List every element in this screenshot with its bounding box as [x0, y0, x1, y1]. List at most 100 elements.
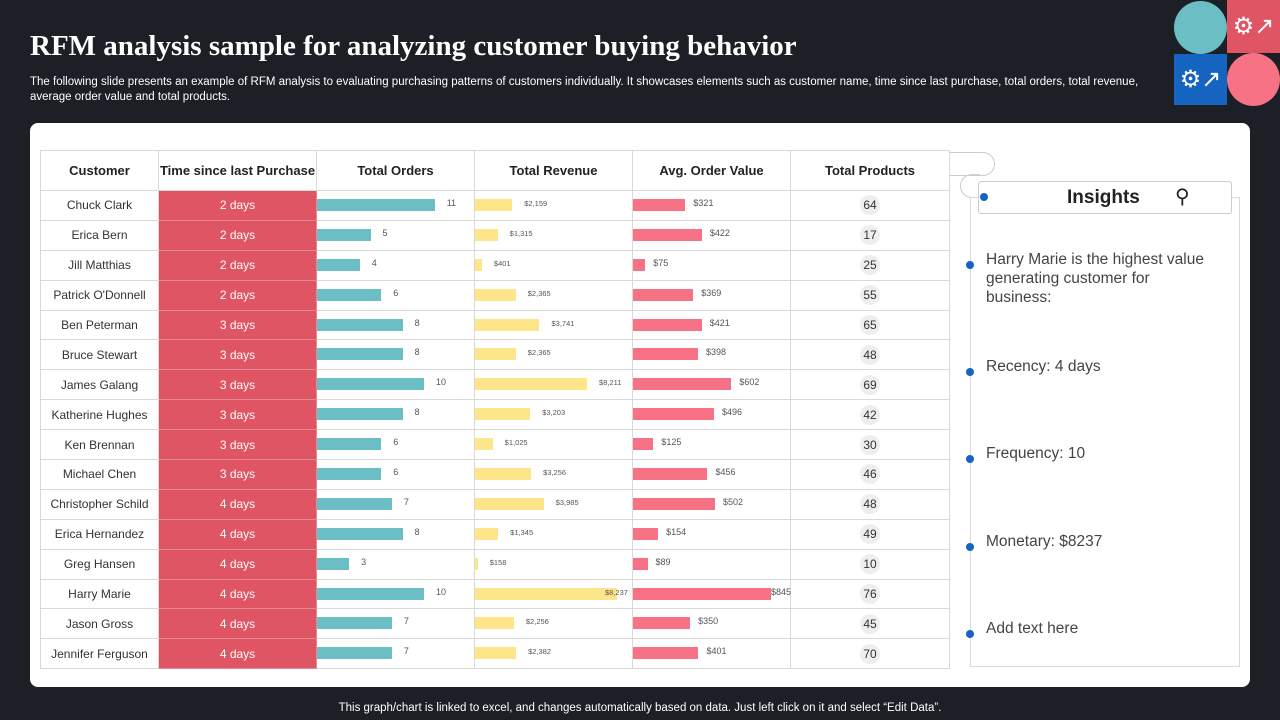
orders-cell: 10 [316, 369, 475, 401]
insights-title: Insights [1067, 187, 1140, 208]
customer-name: Bruce Stewart [40, 339, 159, 371]
orders-bar [317, 288, 382, 301]
products-count: 49 [860, 524, 880, 545]
avg-order-label: $496 [722, 407, 743, 418]
bullet-dot [966, 630, 974, 638]
avg-order-bar [633, 288, 694, 301]
products-cell: 76 [790, 578, 950, 610]
products-count: 76 [860, 584, 880, 605]
orders-bar [317, 348, 403, 361]
products-count: 55 [860, 285, 880, 306]
products-count: 30 [860, 434, 880, 455]
avg-order-cell: $89 [632, 548, 791, 580]
avg-order-label: $502 [722, 496, 743, 507]
customer-name: Jennifer Ferguson [40, 638, 159, 670]
avg-order-label: $456 [715, 467, 736, 478]
recency-cell: 3 days [158, 399, 317, 431]
avg-order-label: $845 [771, 586, 792, 597]
orders-cell: 3 [316, 548, 475, 580]
orders-bar [317, 408, 403, 421]
footer-note: This graph/chart is linked to excel, and… [338, 702, 942, 714]
avg-order-bar [633, 497, 715, 510]
revenue-cell: $1,025 [474, 429, 633, 461]
avg-order-bar [633, 527, 659, 540]
revenue-cell: $2,159 [474, 190, 633, 221]
customer-name: Greg Hansen [40, 548, 159, 580]
revenue-cell: $8,211 [474, 369, 633, 401]
orders-bar [317, 378, 424, 391]
customer-name: Ben Peterman [40, 309, 159, 341]
revenue-label: $2,365 [527, 288, 551, 298]
table-row: Jill Matthias 2 days 4 $401 $75 25 [40, 249, 950, 281]
recency-cell: 4 days [158, 518, 317, 550]
table-row: James Galang 3 days 10 $8,211 $602 69 [40, 369, 950, 401]
revenue-label: $2,382 [528, 647, 552, 657]
avg-order-label: $401 [706, 646, 727, 657]
orders-cell: 11 [316, 190, 475, 221]
products-cell: 65 [790, 309, 950, 341]
products-cell: 45 [790, 608, 950, 640]
products-count: 65 [860, 315, 880, 335]
products-count: 48 [860, 344, 880, 365]
customer-name: Erica Bern [40, 219, 159, 251]
orders-bar [317, 199, 435, 211]
table-row: Jason Gross 4 days 7 $2,256 $350 45 [40, 608, 950, 640]
avg-order-label: $350 [698, 616, 719, 627]
orders-label: 7 [403, 616, 409, 627]
orders-label: 5 [382, 227, 388, 238]
table-row: Katherine Hughes 3 days 8 $3,203 $496 42 [40, 399, 950, 431]
orders-label: 8 [414, 347, 420, 358]
table-row: Greg Hansen 4 days 3 $158 $89 10 [40, 548, 950, 580]
revenue-cell: $3,985 [474, 488, 633, 520]
orders-cell: 6 [316, 459, 475, 490]
orders-bar [317, 258, 360, 271]
orders-cell: 4 [316, 249, 475, 281]
revenue-cell: $8,237 [474, 578, 633, 610]
orders-bar [317, 497, 392, 510]
avg-order-cell: $154 [632, 518, 791, 550]
orders-label: 11 [446, 198, 457, 208]
avg-order-label: $422 [709, 227, 730, 238]
revenue-bar [475, 468, 532, 481]
orders-bar [317, 318, 403, 331]
orders-label: 7 [403, 496, 409, 507]
revenue-cell: $2,365 [474, 279, 633, 311]
products-count: 42 [860, 404, 880, 425]
avg-order-cell: $75 [632, 249, 791, 281]
customer-name: James Galang [40, 369, 159, 401]
revenue-bar [475, 228, 498, 241]
products-count: 46 [860, 464, 880, 485]
revenue-label: $3,741 [551, 318, 575, 328]
avg-order-bar [633, 468, 708, 481]
products-cell: 48 [790, 339, 950, 371]
rfm-table: Customer Time since last Purchase Total Or… [40, 150, 950, 670]
bullet-dot [966, 455, 974, 463]
orders-label: 8 [414, 407, 420, 418]
revenue-label: $1,345 [510, 527, 534, 537]
avg-order-bar [633, 378, 732, 391]
insight-point: Harry Marie is the highest value generat… [986, 251, 1204, 306]
customer-name: Jill Matthias [40, 249, 159, 281]
recency-cell: 4 days [158, 578, 317, 610]
orders-cell: 8 [316, 518, 475, 550]
growth-chart-icon: ⚙↗ [1174, 54, 1227, 105]
orders-bar [317, 438, 382, 451]
orders-bar [317, 647, 392, 660]
avg-order-bar [633, 408, 714, 421]
products-cell: 49 [790, 518, 950, 550]
customer-name: Erica Hernandez [40, 518, 159, 550]
revenue-cell: $3,203 [474, 399, 633, 431]
products-cell: 25 [790, 249, 950, 281]
recency-cell: 2 days [158, 190, 317, 221]
table-row: Ken Brennan 3 days 6 $1,025 $125 30 [40, 429, 950, 461]
recency-cell: 2 days [158, 249, 317, 281]
customer-name: Jason Gross [40, 608, 159, 640]
column-header: Total Orders [316, 150, 475, 191]
revenue-bar [475, 378, 588, 391]
orders-bar [317, 527, 403, 540]
products-cell: 46 [790, 459, 950, 490]
table-row: Christopher Schild 4 days 7 $3,985 $502 … [40, 488, 950, 520]
revenue-bar [475, 258, 482, 271]
recency-cell: 3 days [158, 369, 317, 401]
table-row: Harry Marie 4 days 10 $8,237 $845 76 [40, 578, 950, 610]
